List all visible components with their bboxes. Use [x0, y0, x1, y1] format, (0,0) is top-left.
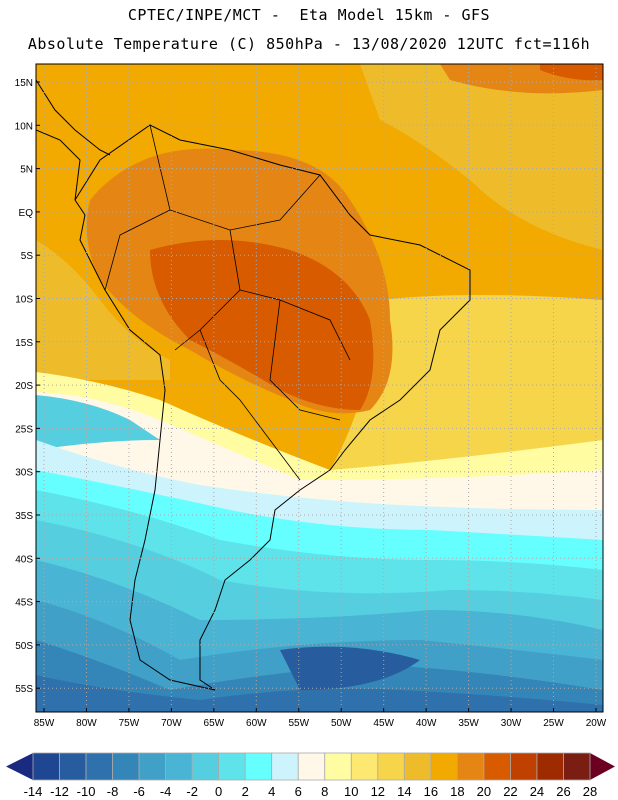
- lat-label: 55S: [15, 684, 33, 695]
- colorbar-label: 10: [344, 784, 358, 799]
- colorbar-swatch: [271, 752, 299, 781]
- colorbar-swatch: [32, 752, 60, 781]
- country-borders: [104, 124, 351, 481]
- south-america-coastline: [74, 124, 471, 691]
- lon-label: 40W: [416, 718, 437, 729]
- lat-label: 5S: [21, 251, 34, 262]
- colorbar-swatch: [138, 752, 167, 781]
- lat-label: 10N: [15, 121, 33, 132]
- colorbar-label: 28: [583, 784, 597, 799]
- colorbar-swatch: [244, 752, 273, 781]
- colorbar-label: 2: [242, 784, 249, 799]
- colorbar-label: -12: [50, 784, 69, 799]
- colorbar-label: 4: [268, 784, 275, 799]
- colorbar-label: 6: [295, 784, 302, 799]
- lon-label: 45W: [373, 718, 394, 729]
- colorbar-swatch: [191, 752, 220, 781]
- colorbar-label: 12: [371, 784, 385, 799]
- colorbar-swatch: [165, 752, 193, 781]
- lat-label: 40S: [15, 554, 33, 565]
- colorbar-label: -6: [133, 784, 145, 799]
- lon-label: 20W: [586, 718, 607, 729]
- lat-label: 15S: [15, 338, 33, 349]
- colorbar-label: -10: [77, 784, 96, 799]
- central-america-coastline: [36, 79, 111, 201]
- temperature-field: [36, 64, 603, 712]
- lon-label: 55W: [288, 718, 309, 729]
- colorbar-label: 20: [477, 784, 491, 799]
- lon-label: 60W: [246, 718, 267, 729]
- colorbar-swatch: [85, 752, 113, 781]
- lat-label: 25S: [15, 424, 33, 435]
- lon-label: 35W: [458, 718, 479, 729]
- lat-label: 20S: [15, 381, 33, 392]
- colorbar-label: 8: [321, 784, 328, 799]
- colorbar-label: 22: [503, 784, 517, 799]
- colorbar-swatch: [430, 752, 458, 781]
- colorbar-swatch: [350, 752, 379, 781]
- lon-label: 50W: [331, 718, 352, 729]
- colorbar-swatch: [483, 752, 511, 781]
- lat-label: 5N: [20, 165, 33, 176]
- colorbar-label: 24: [530, 784, 544, 799]
- lon-label: 65W: [204, 718, 225, 729]
- title-line-1: CPTEC/INPE/MCT - Eta Model 15km - GFS: [127, 6, 491, 24]
- colorbar-swatch: [536, 752, 564, 781]
- colorbar-swatch: [112, 752, 140, 781]
- colorbar-swatch: [218, 752, 246, 781]
- title-line-2: Absolute Temperature (C) 850hPa - 13/08/…: [27, 35, 591, 53]
- lon-label: 70W: [161, 718, 182, 729]
- colorbar-swatch: [563, 752, 591, 781]
- lon-label: 25W: [543, 718, 564, 729]
- colorbar-label: -14: [24, 784, 43, 799]
- lat-label: 35S: [15, 511, 33, 522]
- colorbar-swatch: [324, 752, 352, 781]
- colorbar-label: 16: [424, 784, 438, 799]
- lon-label: 85W: [34, 718, 55, 729]
- colorbar-swatch: [59, 752, 87, 781]
- lon-label: 80W: [76, 718, 97, 729]
- map-frame: [35, 63, 604, 713]
- colorbar-label: -4: [160, 784, 172, 799]
- colorbar-label: 18: [450, 784, 464, 799]
- colorbar-swatch: [510, 752, 538, 781]
- colorbar-under-arrow: [6, 753, 33, 780]
- colorbar-swatch: [297, 752, 326, 781]
- colorbar-label: 0: [215, 784, 222, 799]
- colorbar-label: 14: [397, 784, 411, 799]
- lat-label: 45S: [15, 598, 33, 609]
- grid-lines: [36, 64, 603, 712]
- lat-label: EQ: [19, 208, 34, 219]
- colorbar-swatch: [403, 752, 432, 781]
- lon-label: 75W: [119, 718, 140, 729]
- longitude-labels: 85W 80W 75W 70W 65W 60W 55W 50W 45W 40W 35W 30W 25W 2…: [34, 718, 607, 729]
- colorbar-swatch: [377, 752, 405, 781]
- colorbar-label: -2: [186, 784, 198, 799]
- colorbar-label: -8: [107, 784, 119, 799]
- colorbar: -14 -12 -10 -8 -6 -4 -2 0 2 4 6 8 10 12 14 16 18 20 22 24 26…: [6, 752, 615, 799]
- lat-label: 15N: [15, 78, 33, 89]
- lat-label: 30S: [15, 468, 33, 479]
- colorbar-label: 26: [556, 784, 570, 799]
- lat-label: 50S: [15, 641, 33, 652]
- latitude-labels: 15N 10N 5N EQ 5S 10S 15S 20S 25S 30S 35S 40S 45S 50S 5…: [15, 78, 34, 695]
- colorbar-over-arrow: [590, 753, 615, 780]
- lon-label: 30W: [501, 718, 522, 729]
- lat-label: 10S: [15, 295, 33, 306]
- colorbar-swatch: [456, 752, 485, 781]
